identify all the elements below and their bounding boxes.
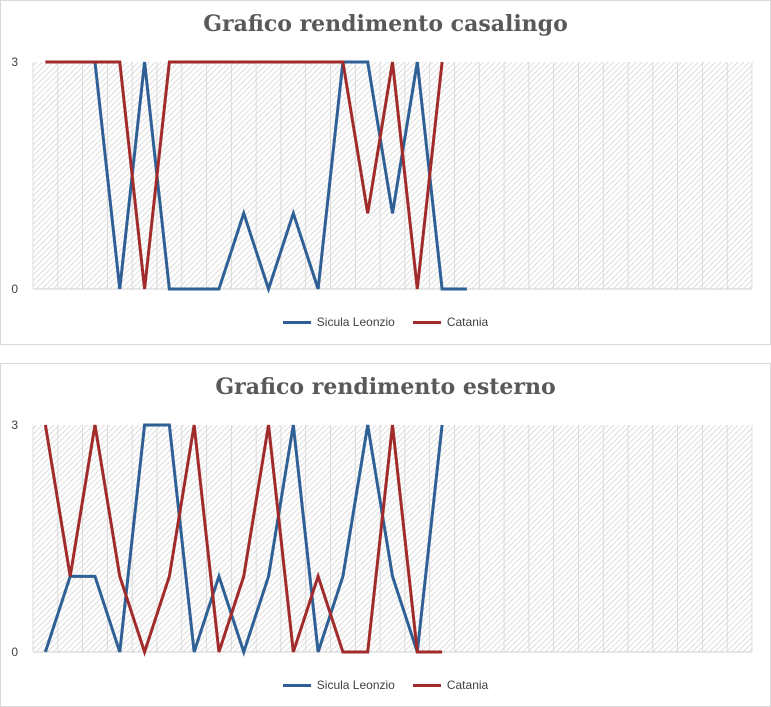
data-point [366, 61, 369, 64]
data-point [391, 61, 394, 64]
legend-item-sicula-leonzio: Sicula Leonzio [282, 315, 395, 329]
data-point [267, 288, 270, 291]
legend-label-catania: Catania [446, 678, 489, 692]
data-point [217, 61, 220, 64]
data-point [441, 288, 444, 291]
data-point [242, 212, 245, 215]
y-tick-label: 3 [11, 418, 18, 432]
legend-item-sicula-leonzio: Sicula Leonzio [282, 678, 395, 692]
plot-background [33, 425, 752, 652]
data-point [366, 651, 369, 654]
series-line-catania [45, 60, 444, 290]
legend-swatch-catania [412, 683, 441, 687]
data-point [193, 424, 196, 427]
data-point [242, 61, 245, 64]
legend-label-sicula-leonzio: Sicula Leonzio [316, 315, 395, 329]
legend-label-catania: Catania [446, 315, 489, 329]
data-point [69, 575, 72, 578]
data-point [391, 212, 394, 215]
data-point [143, 61, 146, 64]
legend-swatch-sicula-leonzio [282, 683, 311, 687]
data-point [416, 61, 419, 64]
data-point [168, 575, 171, 578]
data-point [217, 288, 220, 291]
legend-swatch-sicula-leonzio [282, 320, 311, 324]
data-point [391, 424, 394, 427]
chart-legend: Sicula Leonzio Catania [1, 678, 770, 692]
data-point [292, 651, 295, 654]
y-tick-label: 0 [11, 282, 18, 296]
data-point [441, 61, 444, 64]
chart-legend: Sicula Leonzio Catania [1, 315, 770, 329]
data-point [118, 288, 121, 291]
data-point [317, 288, 320, 291]
chart-title: Grafico rendimento esterno [215, 374, 556, 400]
data-point [143, 651, 146, 654]
data-point [465, 288, 468, 291]
data-point [391, 575, 394, 578]
data-point [341, 575, 344, 578]
data-point [317, 651, 320, 654]
plot-background [33, 62, 752, 289]
data-point [416, 288, 419, 291]
data-point [267, 424, 270, 427]
data-point [118, 61, 121, 64]
data-point [118, 575, 121, 578]
data-point [441, 424, 444, 427]
data-point [168, 424, 171, 427]
data-point [292, 212, 295, 215]
data-point [93, 424, 96, 427]
chart-plot-area: 03 [11, 55, 753, 296]
data-point [93, 61, 96, 64]
data-point [217, 651, 220, 654]
data-point [292, 424, 295, 427]
data-point [193, 61, 196, 64]
data-point [193, 651, 196, 654]
data-point [69, 61, 72, 64]
series-line-sicula-leonzio [43, 423, 444, 657]
data-point [118, 651, 121, 654]
data-point [341, 61, 344, 64]
data-point [143, 424, 146, 427]
data-point [317, 61, 320, 64]
y-tick-label: 3 [11, 55, 18, 69]
data-point [217, 575, 220, 578]
legend-item-catania: Catania [412, 315, 489, 329]
data-point [44, 61, 47, 64]
data-point [317, 575, 320, 578]
series-line-sicula-leonzio [45, 60, 467, 294]
data-point [168, 61, 171, 64]
data-point [366, 212, 369, 215]
legend-swatch-catania [412, 320, 441, 324]
data-point [193, 288, 196, 291]
data-point [93, 575, 96, 578]
series-line-catania [43, 424, 443, 657]
data-point [242, 575, 245, 578]
data-point [292, 61, 295, 64]
y-tick-label: 0 [11, 645, 18, 659]
data-point [143, 288, 146, 291]
data-point [44, 424, 47, 427]
data-point [242, 651, 245, 654]
chart-title: Grafico rendimento casalingo [203, 11, 568, 37]
data-point [341, 651, 344, 654]
data-point [366, 424, 369, 427]
data-point [168, 288, 171, 291]
data-point [441, 651, 444, 654]
legend-label-sicula-leonzio: Sicula Leonzio [316, 678, 395, 692]
data-point [44, 651, 47, 654]
data-point [267, 575, 270, 578]
legend-item-catania: Catania [412, 678, 489, 692]
data-point [267, 61, 270, 64]
chart-plot-area: 03 [11, 418, 753, 659]
data-point [416, 651, 419, 654]
